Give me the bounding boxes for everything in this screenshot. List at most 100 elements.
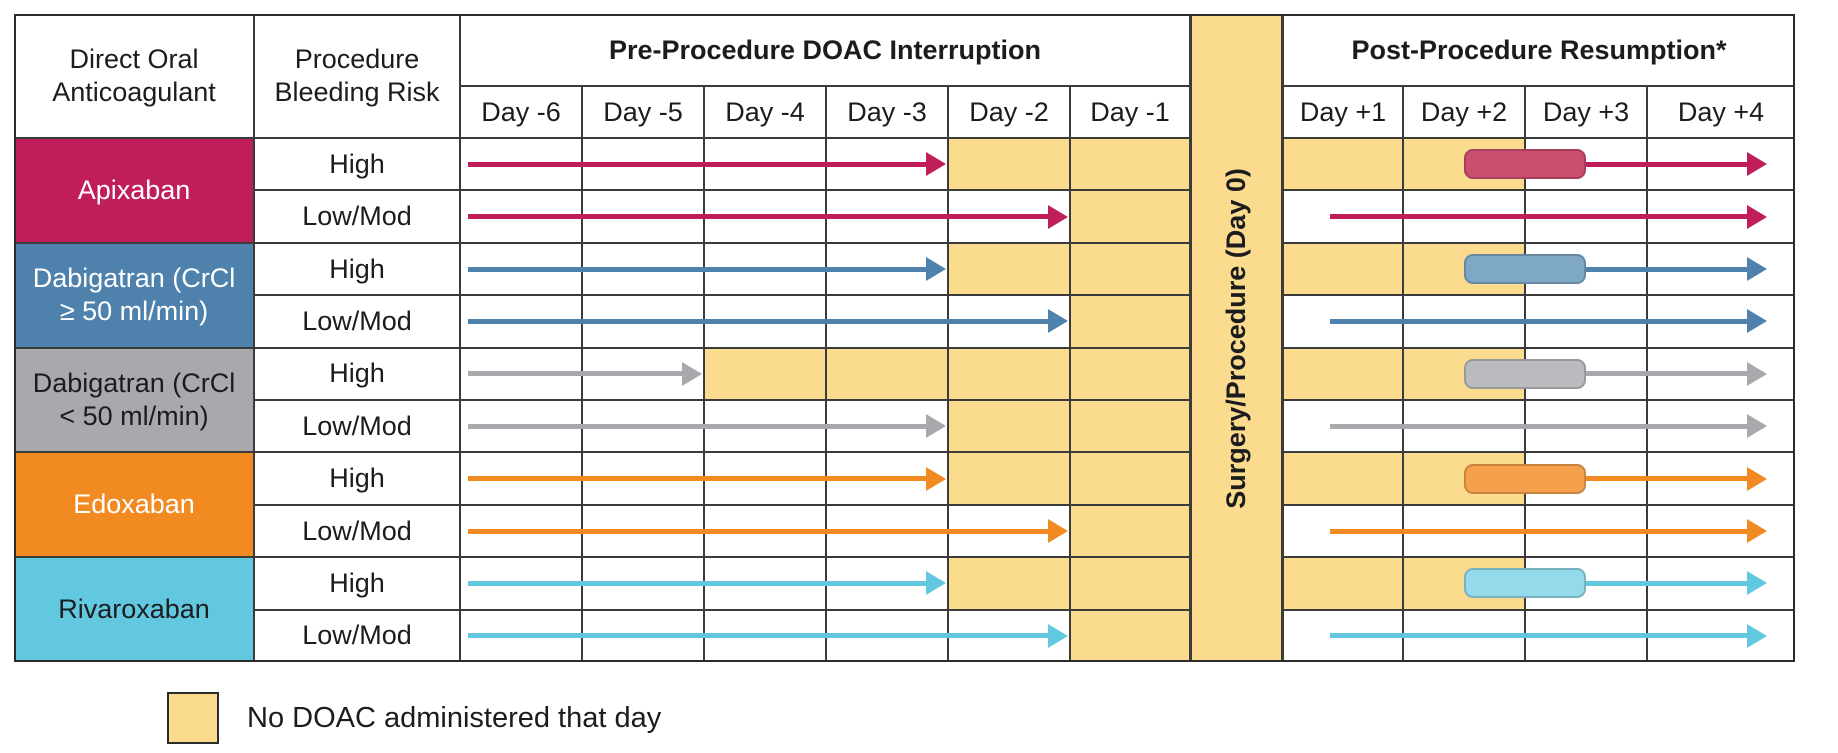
- day-cell: [1070, 609, 1190, 662]
- surgery-day0-column: Surgery/Procedure (Day 0): [1190, 14, 1283, 662]
- day-cell: [582, 190, 704, 243]
- day-cell: [1283, 452, 1403, 505]
- day-cell: [704, 609, 826, 662]
- day-cell: [826, 295, 948, 348]
- day-cell: [948, 504, 1070, 558]
- header-risk-column: Procedure Bleeding Risk: [254, 14, 460, 138]
- day-cell: [1403, 557, 1525, 610]
- day-header-pre-2: Day -5: [582, 86, 704, 138]
- day-cell: [1070, 190, 1190, 243]
- risk-cell: Low/Mod: [254, 190, 460, 243]
- drug-cell-apixaban: Apixaban: [14, 138, 254, 243]
- day-cell: [1070, 242, 1190, 296]
- day-cell: [1525, 557, 1647, 610]
- day-cell: [1403, 190, 1525, 243]
- day-cell: [1070, 400, 1190, 453]
- risk-cell: Low/Mod: [254, 295, 460, 348]
- day-cell: [1647, 242, 1795, 296]
- day-cell: [826, 504, 948, 558]
- day-cell: [1403, 295, 1525, 348]
- day-cell: [826, 190, 948, 243]
- day-cell: [582, 242, 704, 296]
- day-cell: [460, 190, 582, 243]
- risk-cell: High: [254, 557, 460, 610]
- day-header-pre-5: Day -2: [948, 86, 1070, 138]
- day-cell: [1647, 190, 1795, 243]
- day-cell: [1283, 138, 1403, 191]
- day-cell: [1647, 347, 1795, 400]
- day-header-post-2: Day +2: [1403, 86, 1525, 138]
- day-cell: [460, 400, 582, 453]
- day-cell: [1070, 504, 1190, 558]
- drug-cell-dabigatran-crcl-lt-50: Dabigatran (CrCl < 50 ml/min): [14, 347, 254, 453]
- day-cell: [1525, 295, 1647, 348]
- day-cell: [826, 557, 948, 610]
- day-cell: [460, 609, 582, 662]
- day-cell: [704, 347, 826, 400]
- day-header-post-4: Day +4: [1647, 86, 1795, 138]
- day-cell: [1525, 504, 1647, 558]
- day-cell: [1647, 557, 1795, 610]
- day-cell: [704, 452, 826, 505]
- day-header-pre-1: Day -6: [460, 86, 582, 138]
- day-cell: [1647, 295, 1795, 348]
- day-header-post-3: Day +3: [1525, 86, 1647, 138]
- day-cell: [948, 242, 1070, 296]
- day-cell: [582, 295, 704, 348]
- day-cell: [1647, 609, 1795, 662]
- day-cell: [460, 347, 582, 400]
- risk-cell: High: [254, 242, 460, 296]
- day-cell: [704, 295, 826, 348]
- day-cell: [948, 400, 1070, 453]
- day-cell: [582, 609, 704, 662]
- legend-label: No DOAC administered that day: [247, 701, 662, 734]
- day-cell: [948, 190, 1070, 243]
- day-cell: [948, 138, 1070, 191]
- day-cell: [460, 138, 582, 191]
- day-header-post-1: Day +1: [1283, 86, 1403, 138]
- day-cell: [582, 504, 704, 558]
- day-cell: [826, 400, 948, 453]
- day-cell: [1525, 138, 1647, 191]
- day-cell: [1070, 295, 1190, 348]
- day-header-pre-6: Day -1: [1070, 86, 1190, 138]
- header-pre-procedure-label: Pre-Procedure DOAC Interruption: [608, 34, 1042, 65]
- day-cell: [1403, 609, 1525, 662]
- header-risk-column-label: Procedure Bleeding Risk: [274, 44, 440, 107]
- day-cell: [1525, 242, 1647, 296]
- day-cell: [948, 452, 1070, 505]
- day-cell: [948, 609, 1070, 662]
- day-cell: [1403, 504, 1525, 558]
- day-header-pre-3: Day -4: [704, 86, 826, 138]
- day-cell: [460, 452, 582, 505]
- day-cell: [1070, 347, 1190, 400]
- header-pre-procedure-section: Pre-Procedure DOAC Interruption: [460, 14, 1190, 86]
- day-cell: [1283, 190, 1403, 243]
- day-cell: [1525, 400, 1647, 453]
- day-cell: [1283, 504, 1403, 558]
- risk-cell: High: [254, 138, 460, 191]
- surgery-day0-label: Surgery/Procedure (Day 0): [1221, 167, 1252, 509]
- day-cell: [826, 138, 948, 191]
- day-cell: [582, 452, 704, 505]
- day-cell: [460, 504, 582, 558]
- day-cell: [1283, 400, 1403, 453]
- day-cell: [1283, 557, 1403, 610]
- day-cell: [1525, 452, 1647, 505]
- day-cell: [1283, 609, 1403, 662]
- day-cell: [1070, 557, 1190, 610]
- risk-cell: High: [254, 347, 460, 400]
- day-cell: [826, 609, 948, 662]
- day-cell: [460, 242, 582, 296]
- day-cell: [460, 295, 582, 348]
- day-cell: [582, 557, 704, 610]
- day-cell: [1525, 609, 1647, 662]
- day-cell: [704, 504, 826, 558]
- day-cell: [460, 557, 582, 610]
- day-cell: [1647, 400, 1795, 453]
- day-cell: [948, 347, 1070, 400]
- day-cell: [582, 347, 704, 400]
- legend-no-doac-swatch: [167, 692, 219, 744]
- day-cell: [826, 242, 948, 296]
